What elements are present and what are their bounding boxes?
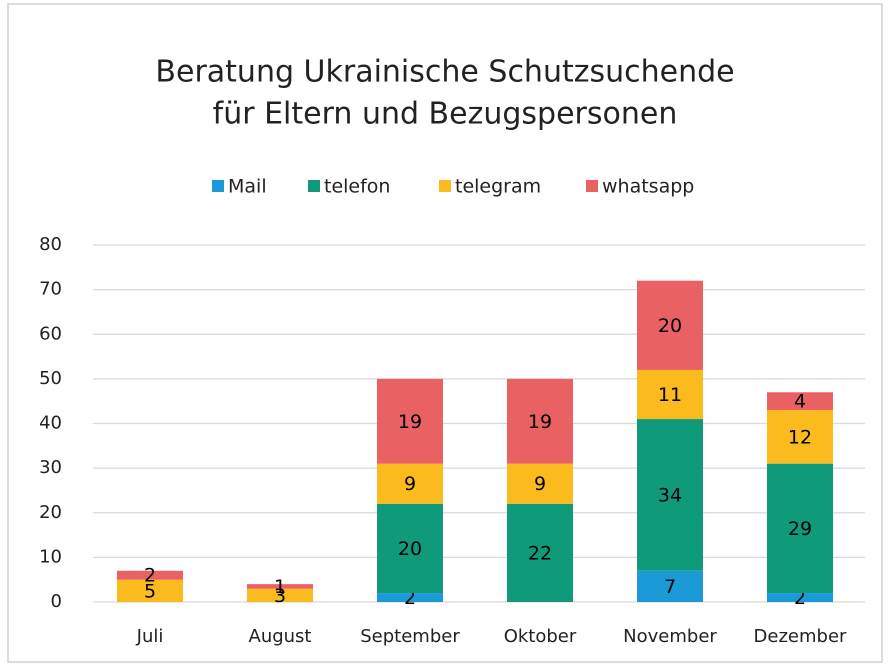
bar-segment [117, 579, 183, 602]
legend-swatch [439, 180, 451, 192]
bar-segment [377, 463, 443, 504]
bar-segment [507, 378, 573, 464]
data-label: 12 [788, 426, 812, 448]
bar-segment [767, 410, 833, 464]
chart-title: für Eltern und Bezugspersonen [213, 97, 678, 132]
x-tick-label: Oktober [504, 626, 577, 647]
y-tick-label: 70 [39, 279, 62, 300]
bar-segment [637, 369, 703, 420]
x-tick-label: Juli [136, 626, 164, 647]
data-label: 7 [664, 576, 676, 598]
data-label: 20 [658, 315, 682, 337]
bar-segment [767, 463, 833, 594]
data-label: 11 [658, 384, 682, 406]
legend-swatch [212, 180, 224, 192]
data-label: 4 [794, 391, 806, 413]
data-label: 3 [274, 585, 286, 607]
data-label: 29 [788, 518, 812, 540]
x-tick-label: November [623, 626, 717, 647]
chart-title: Beratung Ukrainische Schutzsuchende [155, 55, 734, 90]
data-label: 19 [398, 411, 422, 433]
legend-swatch [586, 180, 598, 192]
bar-segment [377, 378, 443, 464]
data-label: 9 [404, 473, 416, 495]
x-tick-label: September [360, 626, 460, 647]
bar-segment [507, 503, 573, 602]
y-tick-label: 0 [51, 591, 62, 612]
bar-segment [767, 593, 833, 602]
bar-segment [247, 584, 313, 589]
data-label: 2 [144, 565, 156, 587]
bar-segment [767, 392, 833, 411]
data-label: 9 [534, 473, 546, 495]
x-tick-label: Dezember [754, 626, 847, 647]
data-label: 19 [528, 411, 552, 433]
y-tick-label: 10 [39, 546, 62, 567]
chart-border [7, 3, 883, 663]
bar-segment [637, 570, 703, 602]
bar-segment [377, 593, 443, 602]
bar-segment [377, 503, 443, 594]
y-tick-label: 30 [39, 457, 62, 478]
bar-segment [247, 588, 313, 602]
y-tick-label: 20 [39, 502, 62, 523]
bar-segment [507, 463, 573, 504]
y-tick-label: 80 [39, 234, 62, 255]
data-label: 34 [658, 484, 682, 506]
bar-segment [637, 419, 703, 571]
y-tick-label: 60 [39, 323, 62, 344]
data-label: 5 [144, 580, 156, 602]
legend-label: whatsapp [602, 176, 694, 198]
data-label: 1 [274, 576, 286, 598]
data-label: 22 [528, 542, 552, 564]
legend-label: telegram [455, 176, 541, 198]
y-tick-label: 50 [39, 368, 62, 389]
y-tick-label: 40 [39, 413, 62, 434]
bar-segment [637, 280, 703, 370]
legend-swatch [308, 180, 320, 192]
legend-label: telefon [324, 176, 390, 198]
x-tick-label: August [249, 626, 312, 647]
bar-segment [117, 570, 183, 580]
data-label: 20 [398, 538, 422, 560]
legend-label: Mail [228, 176, 267, 198]
